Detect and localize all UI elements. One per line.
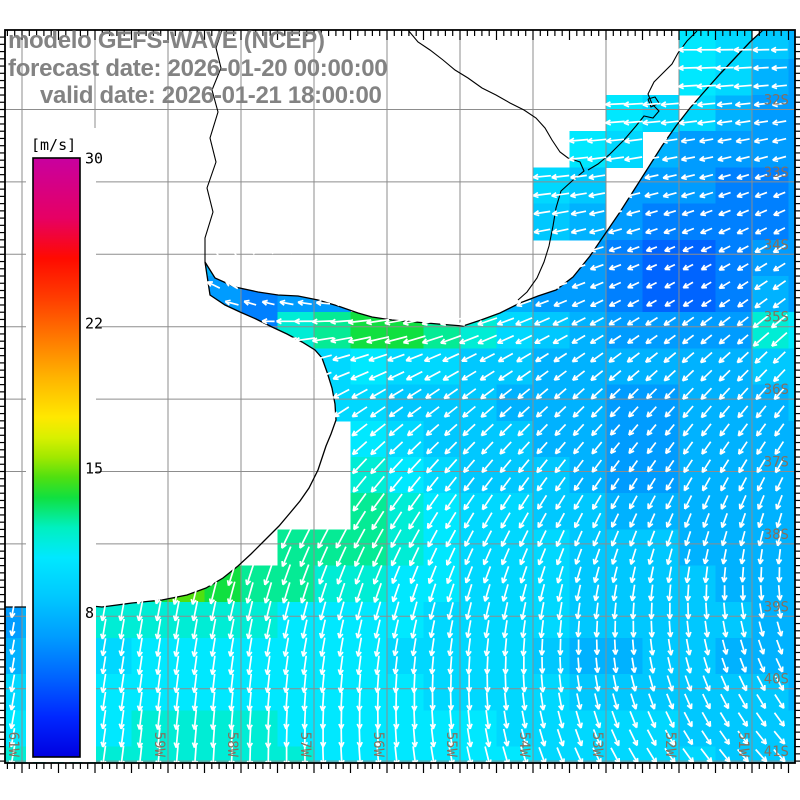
coastline bbox=[5, 30, 764, 608]
lat-label-41S: 41S bbox=[764, 744, 789, 760]
lon-label-54W: 54W bbox=[516, 732, 532, 758]
model-title: modelo GEFS-WAVE (NCEP) bbox=[8, 27, 325, 54]
lon-label-58W: 58W bbox=[224, 732, 240, 758]
lon-label-52W: 52W bbox=[662, 732, 678, 758]
wind-arrows bbox=[8, 46, 788, 763]
forecast-date: forecast date: 2026-01-20 00:00:00 bbox=[8, 55, 388, 82]
lat-label-32S: 32S bbox=[764, 93, 789, 109]
lat-label-40S: 40S bbox=[764, 672, 789, 688]
colorbar: [m/s] 30 22 15 8 bbox=[26, 128, 103, 762]
lat-label-34S: 34S bbox=[764, 237, 789, 253]
lagoon-shoreline bbox=[587, 30, 698, 171]
colorbar-tick-15: 15 bbox=[85, 459, 103, 477]
lat-label-37S: 37S bbox=[764, 455, 789, 471]
axis-labels: 61W60W59W58W57W56W55W54W53W52W51W32S33S3… bbox=[5, 93, 789, 761]
lon-label-55W: 55W bbox=[443, 732, 459, 758]
lat-label-39S: 39S bbox=[764, 599, 789, 615]
colorbar-gradient bbox=[32, 157, 81, 758]
uruguay-river bbox=[204, 30, 223, 262]
lon-label-56W: 56W bbox=[370, 732, 386, 758]
lon-label-59W: 59W bbox=[151, 732, 167, 758]
lon-label-61W: 61W bbox=[5, 732, 21, 758]
lon-label-53W: 53W bbox=[589, 732, 605, 758]
lat-label-33S: 33S bbox=[764, 165, 789, 181]
colorbar-tick-30: 30 bbox=[85, 150, 103, 168]
lon-label-51W: 51W bbox=[735, 732, 751, 758]
lat-label-36S: 36S bbox=[764, 382, 789, 398]
inland-border-river bbox=[407, 30, 585, 301]
colorbar-tick-22: 22 bbox=[85, 315, 103, 333]
valid-date: valid date: 2026-01-21 18:00:00 bbox=[40, 82, 382, 109]
lon-label-57W: 57W bbox=[297, 732, 313, 758]
lagoon-cells bbox=[533, 30, 753, 241]
colorbar-units: [m/s] bbox=[31, 136, 76, 154]
lat-label-35S: 35S bbox=[764, 310, 789, 326]
colorbar-tick-8: 8 bbox=[85, 604, 94, 622]
lat-label-38S: 38S bbox=[764, 527, 789, 543]
